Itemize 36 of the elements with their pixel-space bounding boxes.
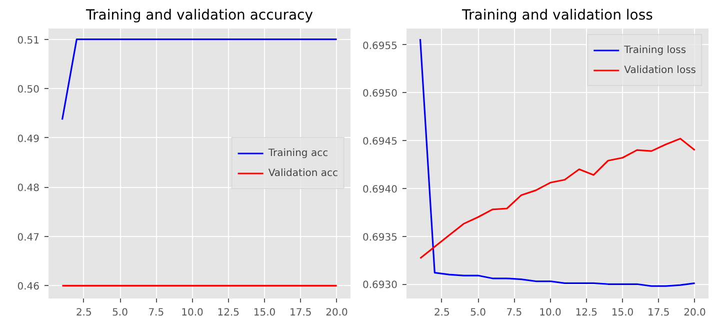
x-tick-label: 20.0 [326,308,348,318]
chart-title: Training and validation accuracy [84,8,314,24]
x-tick-label: 20.0 [684,308,706,318]
x-tick-label: 5.0 [470,308,486,318]
y-tick-label: 0.6950 [362,88,398,100]
y-tick-label: 0.47 [17,232,40,244]
x-tick-label: 12.5 [575,308,598,318]
y-tick-label: 0.6940 [362,184,398,196]
y-tick-label: 0.48 [17,183,40,194]
legend-label: Validation acc [268,167,338,179]
y-tick-label: 0.50 [17,84,40,96]
legend-label: Training loss [624,44,686,56]
y-tick-label: 0.6955 [362,40,398,52]
chart-title: Training and validation loss [461,8,653,24]
x-tick-label: 15.0 [611,308,634,318]
legend-label: Validation loss [624,64,696,76]
x-tick-label: 10.0 [539,308,562,318]
x-tick-label: 12.5 [217,308,240,318]
y-tick-label: 0.6945 [362,136,398,148]
legend-label: Training acc [268,147,328,159]
y-tick-label: 0.6930 [362,280,398,292]
x-tick-label: 17.5 [290,308,312,318]
y-tick-label: 0.49 [17,134,40,145]
x-tick-label: 7.5 [148,308,164,318]
x-tick-label: 15.0 [253,308,276,318]
line-series [419,38,696,287]
x-tick-label: 7.5 [506,308,522,318]
x-tick-label: 17.5 [648,308,670,318]
y-tick-label: 0.46 [17,282,40,293]
x-tick-label: 10.0 [181,308,204,318]
x-tick-label: 2.5 [76,308,92,318]
line-series [419,138,696,260]
x-tick-label: 2.5 [434,308,450,318]
y-tick-label: 0.6935 [362,232,398,244]
y-tick-label: 0.51 [17,35,40,46]
x-tick-label: 5.0 [112,308,128,318]
